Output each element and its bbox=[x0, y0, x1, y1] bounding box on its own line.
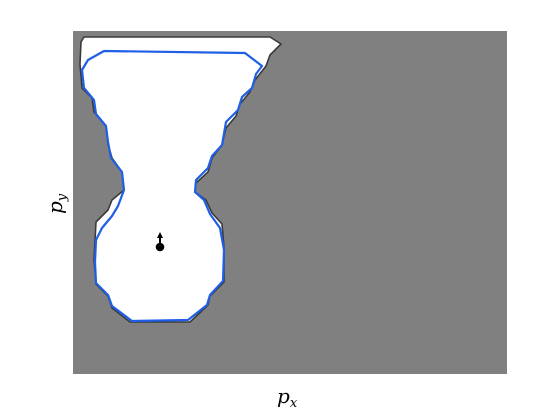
x-axis-label-main: p bbox=[277, 384, 290, 408]
y-axis-label: py bbox=[43, 193, 70, 214]
y-axis-label-main: p bbox=[43, 201, 67, 214]
agent-position-dot bbox=[155, 242, 165, 252]
x-axis-label: px bbox=[277, 384, 298, 411]
agent-heading-arrowhead bbox=[157, 232, 163, 238]
x-axis-label-subscript: x bbox=[290, 396, 298, 411]
y-axis-label-subscript: y bbox=[55, 193, 70, 202]
estimated-boundary-curve bbox=[80, 49, 264, 323]
